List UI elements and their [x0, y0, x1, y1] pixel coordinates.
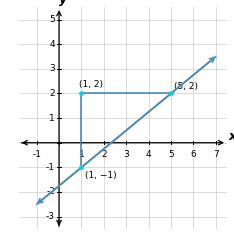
Text: 4: 4: [146, 150, 151, 159]
Text: 4: 4: [49, 40, 55, 49]
Text: x: x: [228, 130, 234, 143]
Text: 5: 5: [168, 150, 174, 159]
Text: 3: 3: [123, 150, 129, 159]
Text: (1, 2): (1, 2): [79, 80, 103, 88]
Text: 1: 1: [49, 114, 55, 123]
Text: -2: -2: [46, 187, 55, 196]
Text: (1, −1): (1, −1): [85, 171, 116, 180]
Text: 1: 1: [79, 150, 84, 159]
Text: -3: -3: [46, 212, 55, 221]
Text: (5, 2): (5, 2): [174, 82, 198, 91]
Text: 2: 2: [101, 150, 107, 159]
Text: 3: 3: [49, 64, 55, 73]
Text: -1: -1: [46, 163, 55, 172]
Text: -1: -1: [32, 150, 41, 159]
Text: y: y: [59, 0, 67, 6]
Text: 7: 7: [213, 150, 219, 159]
Text: 2: 2: [49, 89, 55, 98]
Text: 5: 5: [49, 15, 55, 24]
Text: 6: 6: [190, 150, 196, 159]
